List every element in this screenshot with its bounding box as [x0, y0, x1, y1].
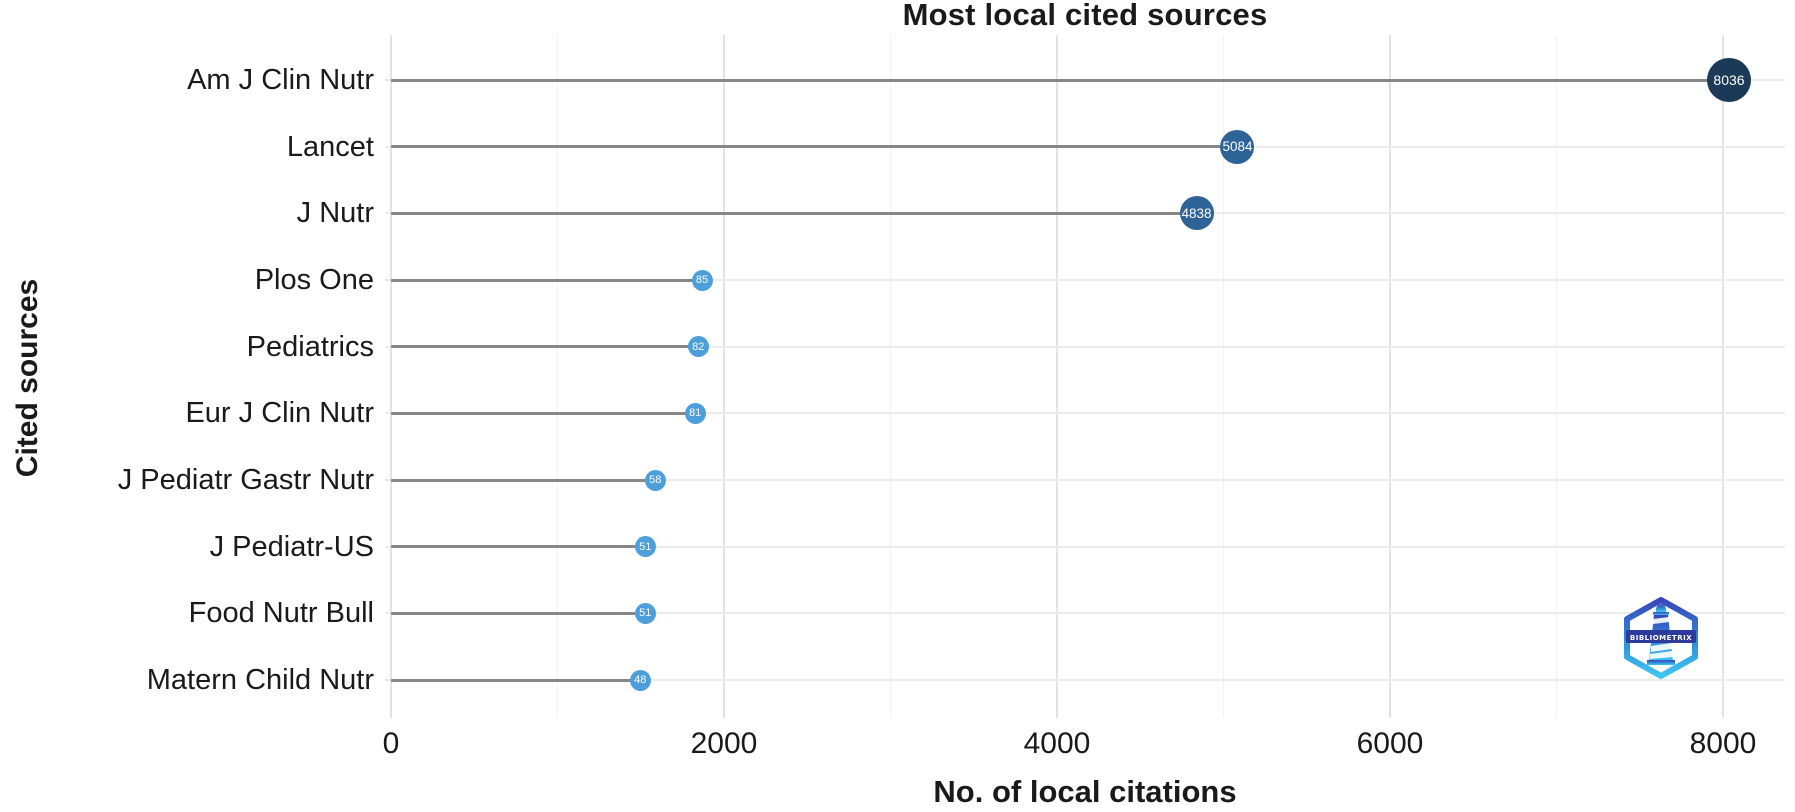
lollipop-stem	[391, 611, 646, 615]
logo-text: BIBLIOMETRIX	[1630, 634, 1692, 642]
x-major-gridline	[723, 35, 725, 718]
x-minor-gridline	[1555, 35, 1558, 718]
x-tick-label: 8000	[1689, 727, 1757, 760]
lollipop-stem	[391, 411, 696, 415]
y-axis-title: Cited sources	[11, 278, 44, 478]
citation-dot: 5084	[1220, 129, 1255, 164]
x-tick-label: 6000	[1356, 727, 1424, 760]
source-label: Am J Clin Nutr	[187, 64, 374, 96]
source-label: J Pediatr Gastr Nutr	[117, 464, 374, 496]
lollipop-stem	[391, 478, 656, 482]
x-major-gridline	[1056, 35, 1058, 718]
citation-dot: 4838	[1179, 196, 1214, 231]
row-gridline	[385, 279, 1785, 281]
source-label: Plos One	[254, 264, 374, 296]
x-minor-gridline	[1222, 35, 1225, 718]
x-tick-label: 0	[382, 727, 400, 760]
lollipop-stem	[391, 345, 699, 349]
lollipop-stem	[391, 678, 641, 682]
row-gridline	[385, 612, 1785, 615]
lollipop-stem	[391, 145, 1238, 149]
citation-dot: 85	[691, 269, 713, 291]
x-minor-gridline	[889, 35, 892, 718]
citation-dot: 82	[687, 336, 709, 358]
x-minor-gridline	[556, 35, 559, 718]
lollipop-stem	[391, 78, 1729, 82]
x-tick-label: 4000	[1023, 727, 1091, 760]
lollipop-stem	[391, 211, 1197, 215]
row-gridline	[385, 545, 1785, 548]
citation-dot: 81	[684, 402, 706, 424]
citation-dot: 8036	[1706, 58, 1751, 102]
logo-text-band	[1626, 630, 1696, 643]
source-label: Eur J Clin Nutr	[185, 397, 374, 430]
source-label: J Pediatr-US	[209, 530, 374, 563]
citation-dot: 48	[629, 669, 651, 691]
source-label: Food Nutr Bull	[188, 597, 374, 630]
row-gridline	[385, 345, 1785, 348]
row-gridline	[385, 479, 1785, 481]
bibliometrix-logo: BIBLIOMETRIX	[1624, 597, 1698, 679]
x-major-gridline	[1389, 35, 1391, 718]
source-label: Matern Child Nutr	[146, 664, 374, 696]
citation-dot: 58	[644, 469, 666, 491]
lollipop-stem	[391, 545, 646, 549]
x-major-gridline	[1722, 35, 1724, 718]
row-gridline	[385, 679, 1785, 681]
row-gridline	[385, 412, 1785, 415]
lollipop-stem	[391, 278, 703, 282]
source-label: Lancet	[286, 130, 374, 163]
citation-dot: 51	[634, 602, 656, 624]
x-tick-label: 2000	[690, 727, 758, 760]
x-axis-title: No. of local citations	[933, 774, 1237, 809]
chart-title: Most local cited sources	[902, 0, 1268, 32]
source-label: J Nutr	[296, 197, 374, 230]
citation-dot: 51	[634, 536, 656, 558]
x-major-gridline	[390, 35, 392, 718]
source-label: Pediatrics	[246, 330, 374, 363]
